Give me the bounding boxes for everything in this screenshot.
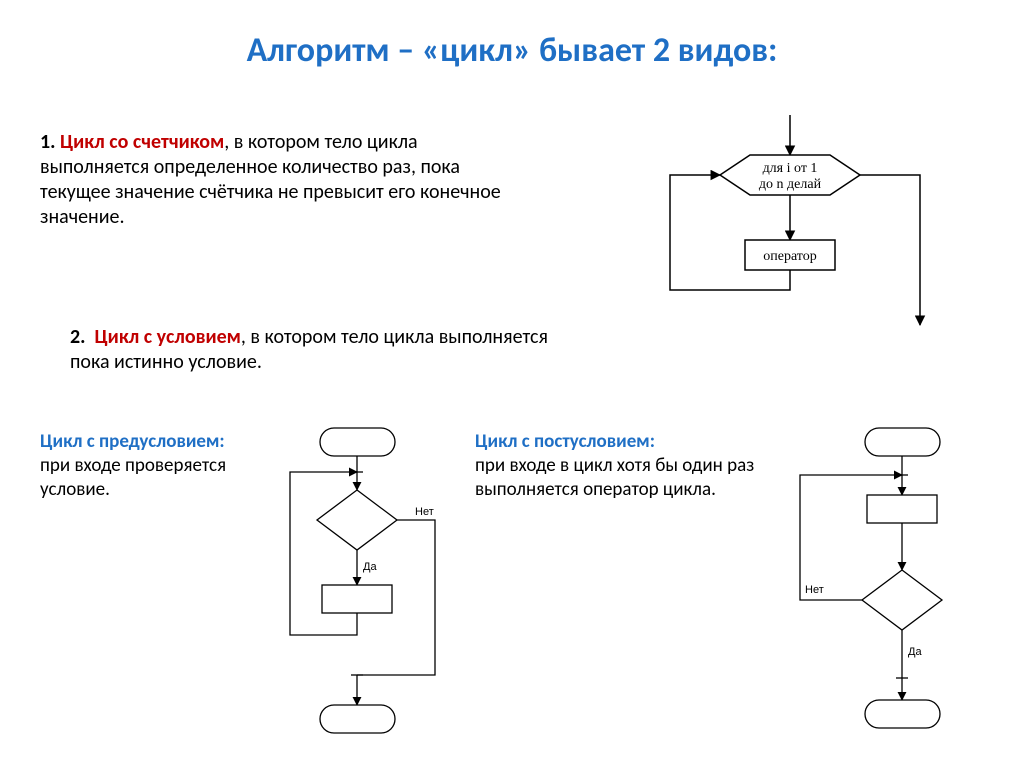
label-yes: Да: [908, 646, 922, 658]
item2-lead: Цикл с условием: [95, 325, 241, 349]
process-box: [867, 495, 937, 523]
terminator-end: [320, 705, 395, 733]
hex-line1: для i от 1: [763, 161, 818, 176]
hex-line2: до n делай: [759, 177, 822, 192]
label-no: Нет: [415, 506, 434, 518]
terminator-start: [865, 428, 940, 456]
list-item-2: 2. Цикл с условием, в котором тело цикла…: [70, 325, 580, 375]
item3-rest: при входе проверяется условие.: [40, 454, 226, 501]
list-item-1: 1. Цикл со счетчиком, в котором тело цик…: [40, 130, 520, 230]
process-box: [322, 585, 392, 613]
diagram-counter-loop: для i от 1 до n делай оператор: [560, 110, 980, 340]
item1-lead: Цикл со счетчиком: [60, 130, 224, 154]
label-no: Нет: [805, 584, 824, 596]
item4-lead: Цикл с постусловием:: [475, 430, 655, 453]
item4-rest: при входе в цикл хотя бы один раз выполн…: [475, 454, 754, 501]
diagram-postcondition: Нет Да: [770, 420, 1000, 760]
terminator-end: [865, 700, 940, 728]
item2-number: 2.: [70, 325, 85, 349]
precondition-desc: Цикл с предусловием: при входе проверяет…: [40, 430, 290, 501]
operator-label: оператор: [763, 249, 817, 264]
item1-number: 1.: [40, 130, 55, 154]
decision-diamond: [862, 570, 942, 630]
postcondition-desc: Цикл с постусловием: при входе в цикл хо…: [475, 430, 755, 501]
terminator-start: [320, 428, 395, 456]
label-yes: Да: [363, 561, 377, 573]
diagram-precondition: Нет Да: [275, 420, 475, 750]
page-title: Алгоритм – «цикл» бывает 2 видов:: [0, 0, 1024, 71]
decision-diamond: [317, 490, 397, 550]
item3-lead: Цикл с предусловием:: [40, 430, 225, 453]
